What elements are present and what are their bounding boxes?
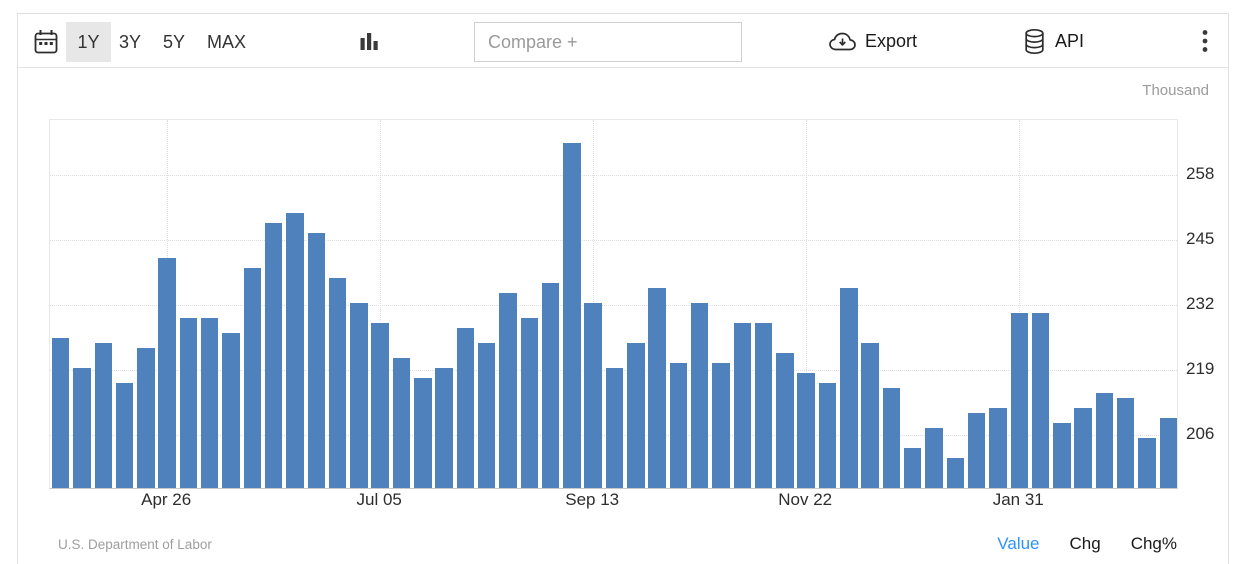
bar[interactable] [776, 353, 794, 488]
bar[interactable] [861, 343, 879, 488]
bar[interactable] [435, 368, 453, 488]
kebab-menu-button[interactable] [1186, 22, 1224, 60]
bar[interactable] [797, 373, 815, 488]
y-axis-label: 206 [1186, 424, 1215, 443]
bar[interactable] [115, 383, 134, 488]
bar[interactable] [392, 358, 411, 488]
y-gridline [50, 305, 1177, 306]
x-gridline [380, 120, 382, 488]
bar[interactable] [605, 368, 624, 488]
bar[interactable] [818, 383, 837, 488]
y-gridline [50, 175, 1177, 176]
kebab-menu-icon [1202, 29, 1208, 53]
bar[interactable] [754, 323, 773, 488]
bar[interactable] [201, 318, 219, 488]
bar[interactable] [137, 348, 155, 488]
bar[interactable] [1074, 408, 1092, 488]
bar[interactable] [840, 288, 858, 488]
bar[interactable] [1138, 438, 1156, 488]
bar[interactable] [286, 213, 304, 488]
bar[interactable] [690, 303, 709, 488]
y-axis-label: 232 [1186, 294, 1215, 313]
column-chart-icon [358, 29, 380, 53]
export-button[interactable]: Export [828, 22, 917, 60]
x-axis-label: Jan 31 [992, 490, 1044, 509]
bar[interactable] [1095, 393, 1114, 488]
bar[interactable] [1117, 398, 1135, 488]
bar[interactable] [946, 458, 965, 488]
x-gridline [1019, 120, 1021, 488]
bar[interactable] [51, 338, 70, 488]
bar[interactable] [1159, 418, 1178, 488]
bar[interactable] [669, 363, 688, 488]
cloud-download-icon [828, 31, 857, 52]
bar[interactable] [712, 363, 730, 488]
bar[interactable] [94, 343, 112, 488]
compare-input[interactable] [474, 22, 742, 62]
bar[interactable] [903, 448, 922, 488]
y-axis-label: 245 [1186, 229, 1215, 248]
bar[interactable] [520, 318, 538, 488]
range-button-1y[interactable]: 1Y [66, 22, 111, 62]
calendar-icon [33, 28, 59, 55]
toolbar: 1Y 3Y 5Y MAX Export [18, 14, 1228, 68]
y-axis-label: 258 [1186, 164, 1215, 183]
bar[interactable] [307, 233, 325, 488]
x-axis-label: Apr 26 [141, 490, 192, 509]
bar[interactable] [584, 303, 602, 488]
bar[interactable] [882, 388, 901, 488]
range-button-3y[interactable]: 3Y [119, 31, 142, 52]
bar[interactable] [627, 343, 645, 488]
plot-area [49, 119, 1178, 489]
bar[interactable] [648, 288, 666, 488]
database-icon [1023, 28, 1046, 55]
bar[interactable] [541, 283, 560, 488]
bar[interactable] [371, 323, 389, 488]
mode-switcher: Value Chg Chg% [997, 534, 1177, 554]
chart-widget: 1Y 3Y 5Y MAX Export [17, 13, 1229, 564]
x-axis-label: Nov 22 [778, 490, 833, 509]
bar[interactable] [456, 328, 475, 488]
mode-chg-pct[interactable]: Chg% [1130, 534, 1177, 553]
y-axis-label: 219 [1186, 359, 1215, 378]
bar[interactable] [243, 268, 262, 488]
bar[interactable] [989, 408, 1007, 488]
export-label: Export [865, 30, 918, 51]
bar[interactable] [925, 428, 943, 488]
x-gridline [806, 120, 808, 488]
x-axis-label: Jul 05 [356, 490, 402, 509]
x-axis-label: Sep 13 [565, 490, 620, 509]
bar[interactable] [1031, 313, 1050, 488]
bar[interactable] [414, 378, 432, 488]
api-button[interactable]: API [1023, 22, 1084, 60]
bar[interactable] [264, 223, 283, 488]
chart-type-button[interactable] [354, 26, 384, 56]
source-label: U.S. Department of Labor [58, 537, 212, 552]
bar[interactable] [73, 368, 91, 488]
y-gridline [50, 240, 1177, 241]
bar[interactable] [733, 323, 752, 488]
bar[interactable] [179, 318, 198, 488]
bar[interactable] [1053, 423, 1071, 488]
bar[interactable] [222, 333, 240, 488]
range-button-5y[interactable]: 5Y [163, 31, 186, 52]
api-label: API [1055, 30, 1085, 51]
bar[interactable] [563, 143, 581, 488]
bar[interactable] [1010, 313, 1028, 488]
unit-label: Thousand [1142, 82, 1209, 99]
bar[interactable] [158, 258, 176, 488]
bar[interactable] [477, 343, 496, 488]
bar[interactable] [499, 293, 517, 488]
mode-chg[interactable]: Chg [1069, 534, 1101, 553]
calendar-button[interactable] [32, 27, 60, 55]
bar[interactable] [350, 303, 368, 488]
bar[interactable] [328, 278, 347, 488]
mode-value[interactable]: Value [997, 534, 1040, 553]
range-button-max[interactable]: MAX [207, 31, 247, 52]
bar[interactable] [967, 413, 986, 488]
